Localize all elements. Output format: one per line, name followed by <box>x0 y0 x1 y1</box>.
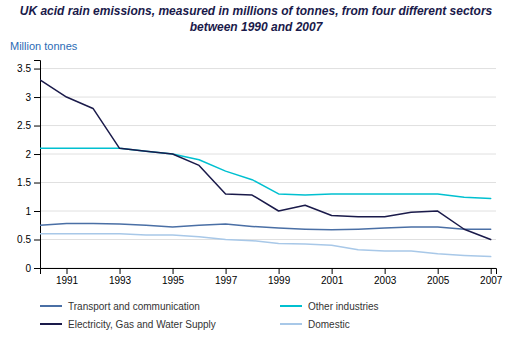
legend-label: Domestic <box>308 319 350 330</box>
tick-mark <box>34 69 40 70</box>
tick: 1991 <box>56 268 79 286</box>
tick-label: 2001 <box>321 275 344 286</box>
tick-mark <box>120 268 121 274</box>
legend-item: Electricity, Gas and Water Supply <box>40 319 216 330</box>
grid-line <box>40 68 496 69</box>
axis-line <box>34 61 41 269</box>
legend-item: Transport and communication <box>40 301 200 312</box>
x-axis: 1991 1993 1995 1997 1999 2001 2003 2005 2007 <box>41 268 503 286</box>
tick: 0 <box>25 263 40 274</box>
tick-label: 2007 <box>480 275 503 286</box>
tick-mark <box>34 268 40 269</box>
legend-swatch <box>40 323 62 325</box>
tick-mark <box>34 211 40 212</box>
tick-label: 2005 <box>427 275 450 286</box>
legend-label: Other industries <box>308 301 379 312</box>
y-axis: 0 0.5 1 1.5 2 2.5 3 3.5 <box>17 61 40 274</box>
grid <box>40 69 496 268</box>
tick: 0.5 <box>17 234 40 245</box>
tick-label: 1997 <box>215 275 238 286</box>
tick: 2001 <box>321 268 344 286</box>
series-line <box>40 234 491 257</box>
tick-label: 1995 <box>162 275 185 286</box>
legend-item: Other industries <box>280 301 379 312</box>
lines <box>40 80 491 257</box>
chart: UK acid rain emissions, measured in mill… <box>0 0 512 340</box>
tick: 2005 <box>427 268 450 286</box>
tick-mark <box>34 97 40 98</box>
grid-line <box>40 154 496 155</box>
tick-mark <box>34 126 40 127</box>
tick-mark <box>491 268 492 274</box>
y-axis-label: Million tonnes <box>10 40 78 52</box>
subtitle: between 1990 and 2007 <box>190 20 324 34</box>
legend-swatch <box>280 305 302 307</box>
tick-mark <box>438 268 439 274</box>
tick-label: 1991 <box>56 275 79 286</box>
series-line <box>40 80 491 240</box>
grid-line <box>40 239 496 240</box>
legend-item: Domestic <box>280 319 350 330</box>
tick: 1.5 <box>17 177 40 188</box>
tick: 3.5 <box>17 63 40 74</box>
tick: 2003 <box>374 268 397 286</box>
grid-line <box>40 125 496 126</box>
axis-line <box>41 269 497 275</box>
tick-label: 2.5 <box>17 120 31 131</box>
tick-mark <box>67 268 68 274</box>
tick-mark <box>34 183 40 184</box>
tick-mark <box>385 268 386 274</box>
tick: 3 <box>25 92 40 103</box>
legend-label: Electricity, Gas and Water Supply <box>68 319 216 330</box>
tick-label: 0 <box>25 263 31 274</box>
tick: 1993 <box>109 268 132 286</box>
grid-line <box>40 182 496 183</box>
tick: 1999 <box>268 268 291 286</box>
tick-label: 0.5 <box>17 234 31 245</box>
tick: 1 <box>25 206 40 217</box>
plot: 1991 1993 1995 1997 1999 2001 2003 2005 2007 0 0.5… <box>17 61 503 287</box>
legend: Transport and communication Other industr… <box>40 301 379 330</box>
tick-label: 1 <box>25 206 31 217</box>
tick-mark <box>34 154 40 155</box>
legend-swatch <box>40 305 62 307</box>
tick-mark <box>173 268 174 274</box>
grid-line <box>40 97 496 98</box>
tick: 1995 <box>162 268 185 286</box>
tick: 2.5 <box>17 120 40 131</box>
tick: 2 <box>25 149 40 160</box>
tick-label: 1993 <box>109 275 132 286</box>
tick-mark <box>34 240 40 241</box>
tick-label: 3.5 <box>17 63 31 74</box>
series-line <box>40 224 491 230</box>
tick-label: 2003 <box>374 275 397 286</box>
tick-label: 3 <box>25 92 31 103</box>
tick-mark <box>279 268 280 274</box>
title: UK acid rain emissions, measured in mill… <box>20 4 493 18</box>
tick-label: 1.5 <box>17 177 31 188</box>
tick-mark <box>332 268 333 274</box>
tick: 1997 <box>215 268 238 286</box>
tick-mark <box>226 268 227 274</box>
tick-label: 1999 <box>268 275 291 286</box>
series-line <box>40 148 491 198</box>
tick: 2007 <box>480 268 503 286</box>
tick-label: 2 <box>25 149 31 160</box>
legend-swatch <box>280 323 302 325</box>
legend-label: Transport and communication <box>68 301 200 312</box>
